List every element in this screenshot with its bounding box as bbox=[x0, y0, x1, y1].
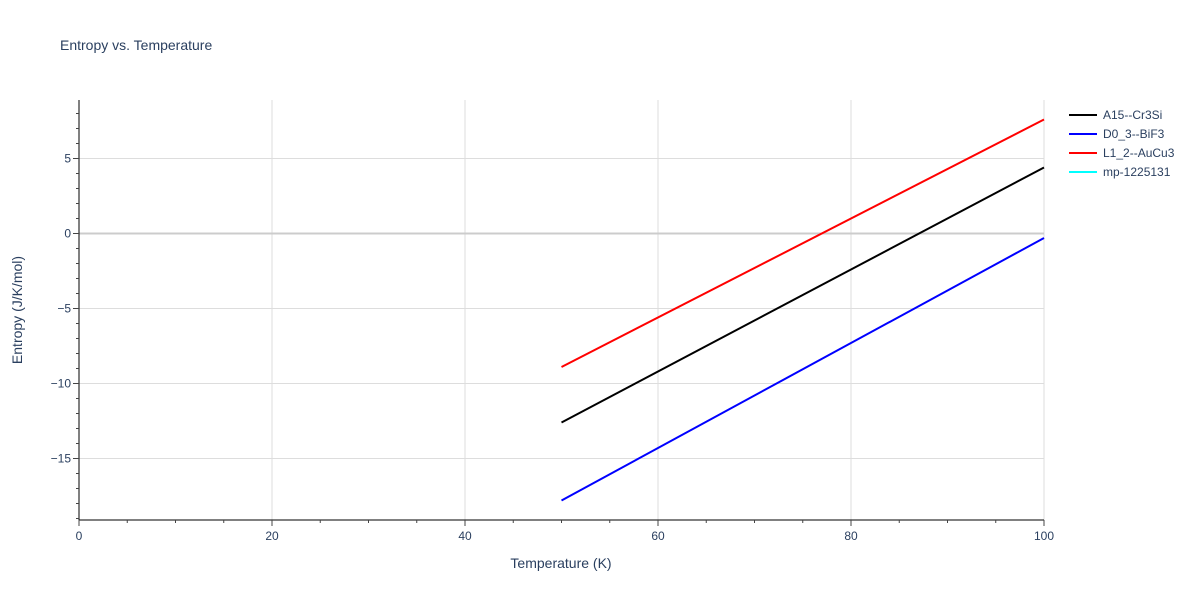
series-line-l1-2-aucu3 bbox=[561, 118, 1045, 368]
series-layer bbox=[561, 118, 1045, 502]
legend: A15--Cr3Si D0_3--BiF3 L1_2--AuCu3 mp-122513… bbox=[1069, 108, 1175, 179]
x-tick-label: 80 bbox=[844, 529, 858, 543]
y-tick-label: 5 bbox=[64, 152, 71, 166]
ticks-layer: 0 20 40 60 80 100 −15 −10 −5 0 5 bbox=[51, 113, 1054, 543]
legend-label-a15-cr3si: A15--Cr3Si bbox=[1103, 108, 1162, 122]
legend-label-mp-1225131: mp-1225131 bbox=[1103, 165, 1171, 179]
y-tick-label: 0 bbox=[64, 227, 71, 241]
legend-label-d0-3-bif3: D0_3--BiF3 bbox=[1103, 127, 1165, 141]
legend-label-l1-2-aucu3: L1_2--AuCu3 bbox=[1103, 146, 1175, 160]
x-tick-label: 20 bbox=[265, 529, 279, 543]
y-tick-label: −15 bbox=[51, 452, 72, 466]
x-tick-label: 100 bbox=[1034, 529, 1054, 543]
x-tick-label: 40 bbox=[458, 529, 472, 543]
grid-layer bbox=[79, 100, 1045, 520]
chart-title: Entropy vs. Temperature bbox=[60, 37, 212, 53]
y-tick-label: −5 bbox=[57, 302, 71, 316]
x-tick-label: 0 bbox=[76, 529, 83, 543]
y-axis-title: Entropy (J/K/mol) bbox=[9, 256, 25, 364]
series-line-a15-cr3si bbox=[561, 166, 1045, 424]
x-axis-title: Temperature (K) bbox=[510, 555, 611, 571]
y-tick-label: −10 bbox=[51, 377, 72, 391]
x-tick-label: 60 bbox=[651, 529, 665, 543]
series-line-d0-3-bif3 bbox=[561, 237, 1045, 502]
